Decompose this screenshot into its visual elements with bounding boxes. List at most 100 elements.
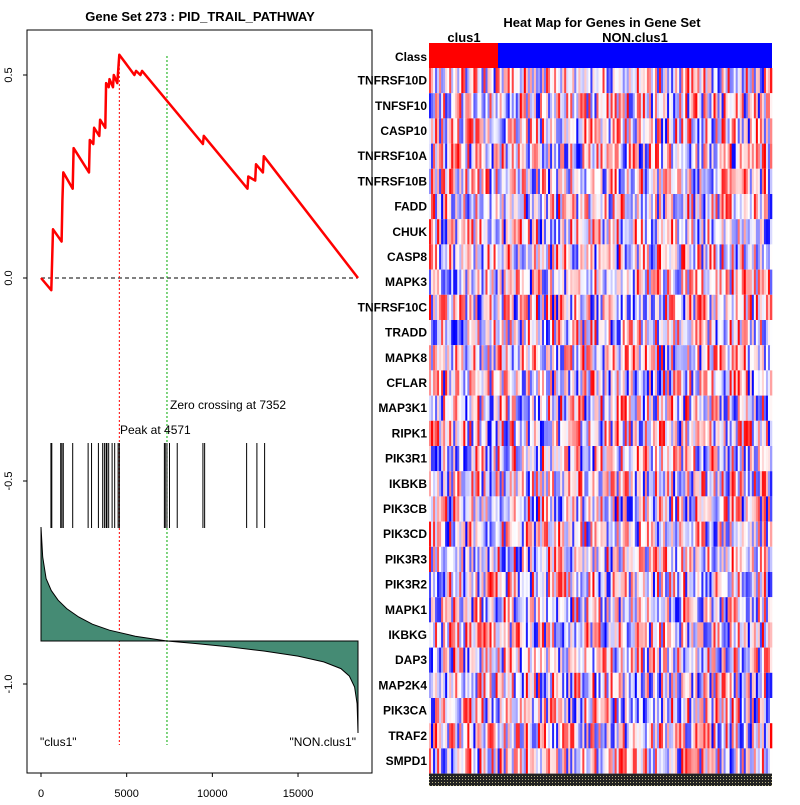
heatmap-cell xyxy=(731,647,734,673)
heatmap-cell xyxy=(681,672,684,698)
heatmap-cell xyxy=(713,572,716,598)
heatmap-cell xyxy=(725,446,728,472)
heatmap-cell xyxy=(729,446,732,472)
heatmap-cell xyxy=(654,546,658,572)
heatmap-cell xyxy=(665,446,668,472)
heatmap-cell xyxy=(554,194,557,220)
heatmap-cell xyxy=(622,269,626,295)
heatmap-cell xyxy=(487,546,490,572)
heatmap-cell xyxy=(606,496,609,522)
heatmap-cell xyxy=(719,269,722,295)
heatmap-cell xyxy=(562,622,565,648)
heatmap-cell xyxy=(705,118,708,144)
heatmap-cell xyxy=(687,370,690,396)
heatmap-cell xyxy=(564,143,567,169)
heatmap-cell xyxy=(673,269,676,295)
heatmap-cell xyxy=(467,723,470,749)
heatmap-cell xyxy=(707,698,710,724)
heatmap-cell xyxy=(731,572,734,598)
heatmap-cell xyxy=(693,698,696,724)
heatmap-cell xyxy=(560,294,563,320)
heatmap-cell xyxy=(675,496,678,522)
heatmap-cell xyxy=(659,244,662,270)
heatmap-cell xyxy=(661,370,664,396)
heatmap-cell xyxy=(721,723,724,749)
heatmap-cell xyxy=(673,546,676,572)
x-tick-label: 10000 xyxy=(197,788,228,800)
heatmap-cell xyxy=(749,471,753,497)
heatmap-cell xyxy=(515,320,519,346)
heatmap-cell xyxy=(596,244,599,270)
heatmap-cell xyxy=(501,521,504,547)
heatmap-cell xyxy=(580,194,583,220)
heatmap-cell xyxy=(556,420,559,446)
heatmap-cell xyxy=(479,143,482,169)
gene-label: MAPK1 xyxy=(385,603,427,617)
heatmap-cell xyxy=(739,143,743,169)
heatmap-cell xyxy=(713,521,716,547)
heatmap-cell xyxy=(606,647,609,673)
heatmap-cell xyxy=(648,471,652,497)
heatmap-cell xyxy=(749,118,753,144)
heatmap-cell xyxy=(693,647,696,673)
heatmap-cell xyxy=(487,496,490,522)
heatmap-cell xyxy=(546,320,549,346)
heatmap-cell xyxy=(578,294,581,320)
heatmap-cell xyxy=(675,320,678,346)
heatmap-cell xyxy=(449,723,452,749)
x-tick-label: 15000 xyxy=(283,788,314,800)
gene-label: TRAF2 xyxy=(388,729,427,743)
heatmap-cell xyxy=(596,546,599,572)
heatmap-cell xyxy=(721,370,724,396)
heatmap-cell xyxy=(636,496,640,522)
heatmap-cell xyxy=(473,395,476,421)
heatmap-cell xyxy=(586,597,589,623)
heatmap-cell xyxy=(725,93,728,119)
heatmap-cell xyxy=(479,723,482,749)
heatmap-cell xyxy=(495,118,498,144)
heatmap-cell xyxy=(584,68,587,94)
heatmap-cell xyxy=(685,723,688,749)
heatmap-cell xyxy=(767,446,771,472)
heatmap-cell xyxy=(513,723,517,749)
heatmap-cell xyxy=(537,244,541,270)
heatmap-cell xyxy=(711,496,714,522)
heatmap-cell xyxy=(745,647,749,673)
heatmap-cell xyxy=(523,395,527,421)
heatmap-cell xyxy=(747,622,751,648)
heatmap-cell xyxy=(745,748,749,774)
heatmap-cell xyxy=(501,68,504,94)
heatmap-cell xyxy=(652,68,656,94)
heatmap-cell xyxy=(509,572,513,598)
heatmap-cell xyxy=(479,572,482,598)
heatmap-cell xyxy=(733,698,736,724)
heatmap-cell xyxy=(638,446,642,472)
heatmap-cell xyxy=(584,219,587,245)
heatmap-cell xyxy=(630,622,634,648)
heatmap-cell xyxy=(588,93,591,119)
heatmap-cell xyxy=(437,446,440,472)
heatmap-cell xyxy=(556,572,559,598)
heatmap-cell xyxy=(628,622,632,648)
heatmap-cell xyxy=(646,546,650,572)
heatmap-cell xyxy=(763,320,767,346)
heatmap-cell xyxy=(451,345,454,371)
heatmap-cell xyxy=(709,496,712,522)
heatmap-cell xyxy=(433,748,436,774)
heatmap-cell xyxy=(558,723,561,749)
heatmap-cell xyxy=(550,395,553,421)
heatmap-cell xyxy=(463,168,466,194)
heatmap-cell xyxy=(699,672,702,698)
heatmap-cell xyxy=(582,320,585,346)
heatmap-cell xyxy=(600,597,603,623)
enrichment-plot-title: Gene Set 273 : PID_TRAIL_PATHWAY xyxy=(85,9,315,24)
heatmap-cell xyxy=(570,723,573,749)
heatmap-cell xyxy=(638,93,642,119)
heatmap-cell xyxy=(439,698,442,724)
heatmap-cell xyxy=(431,420,434,446)
heatmap-cell xyxy=(608,672,611,698)
heatmap-cell xyxy=(463,370,466,396)
heatmap-cell xyxy=(560,748,563,774)
heatmap-cell xyxy=(654,320,658,346)
heatmap-cell xyxy=(737,194,741,220)
